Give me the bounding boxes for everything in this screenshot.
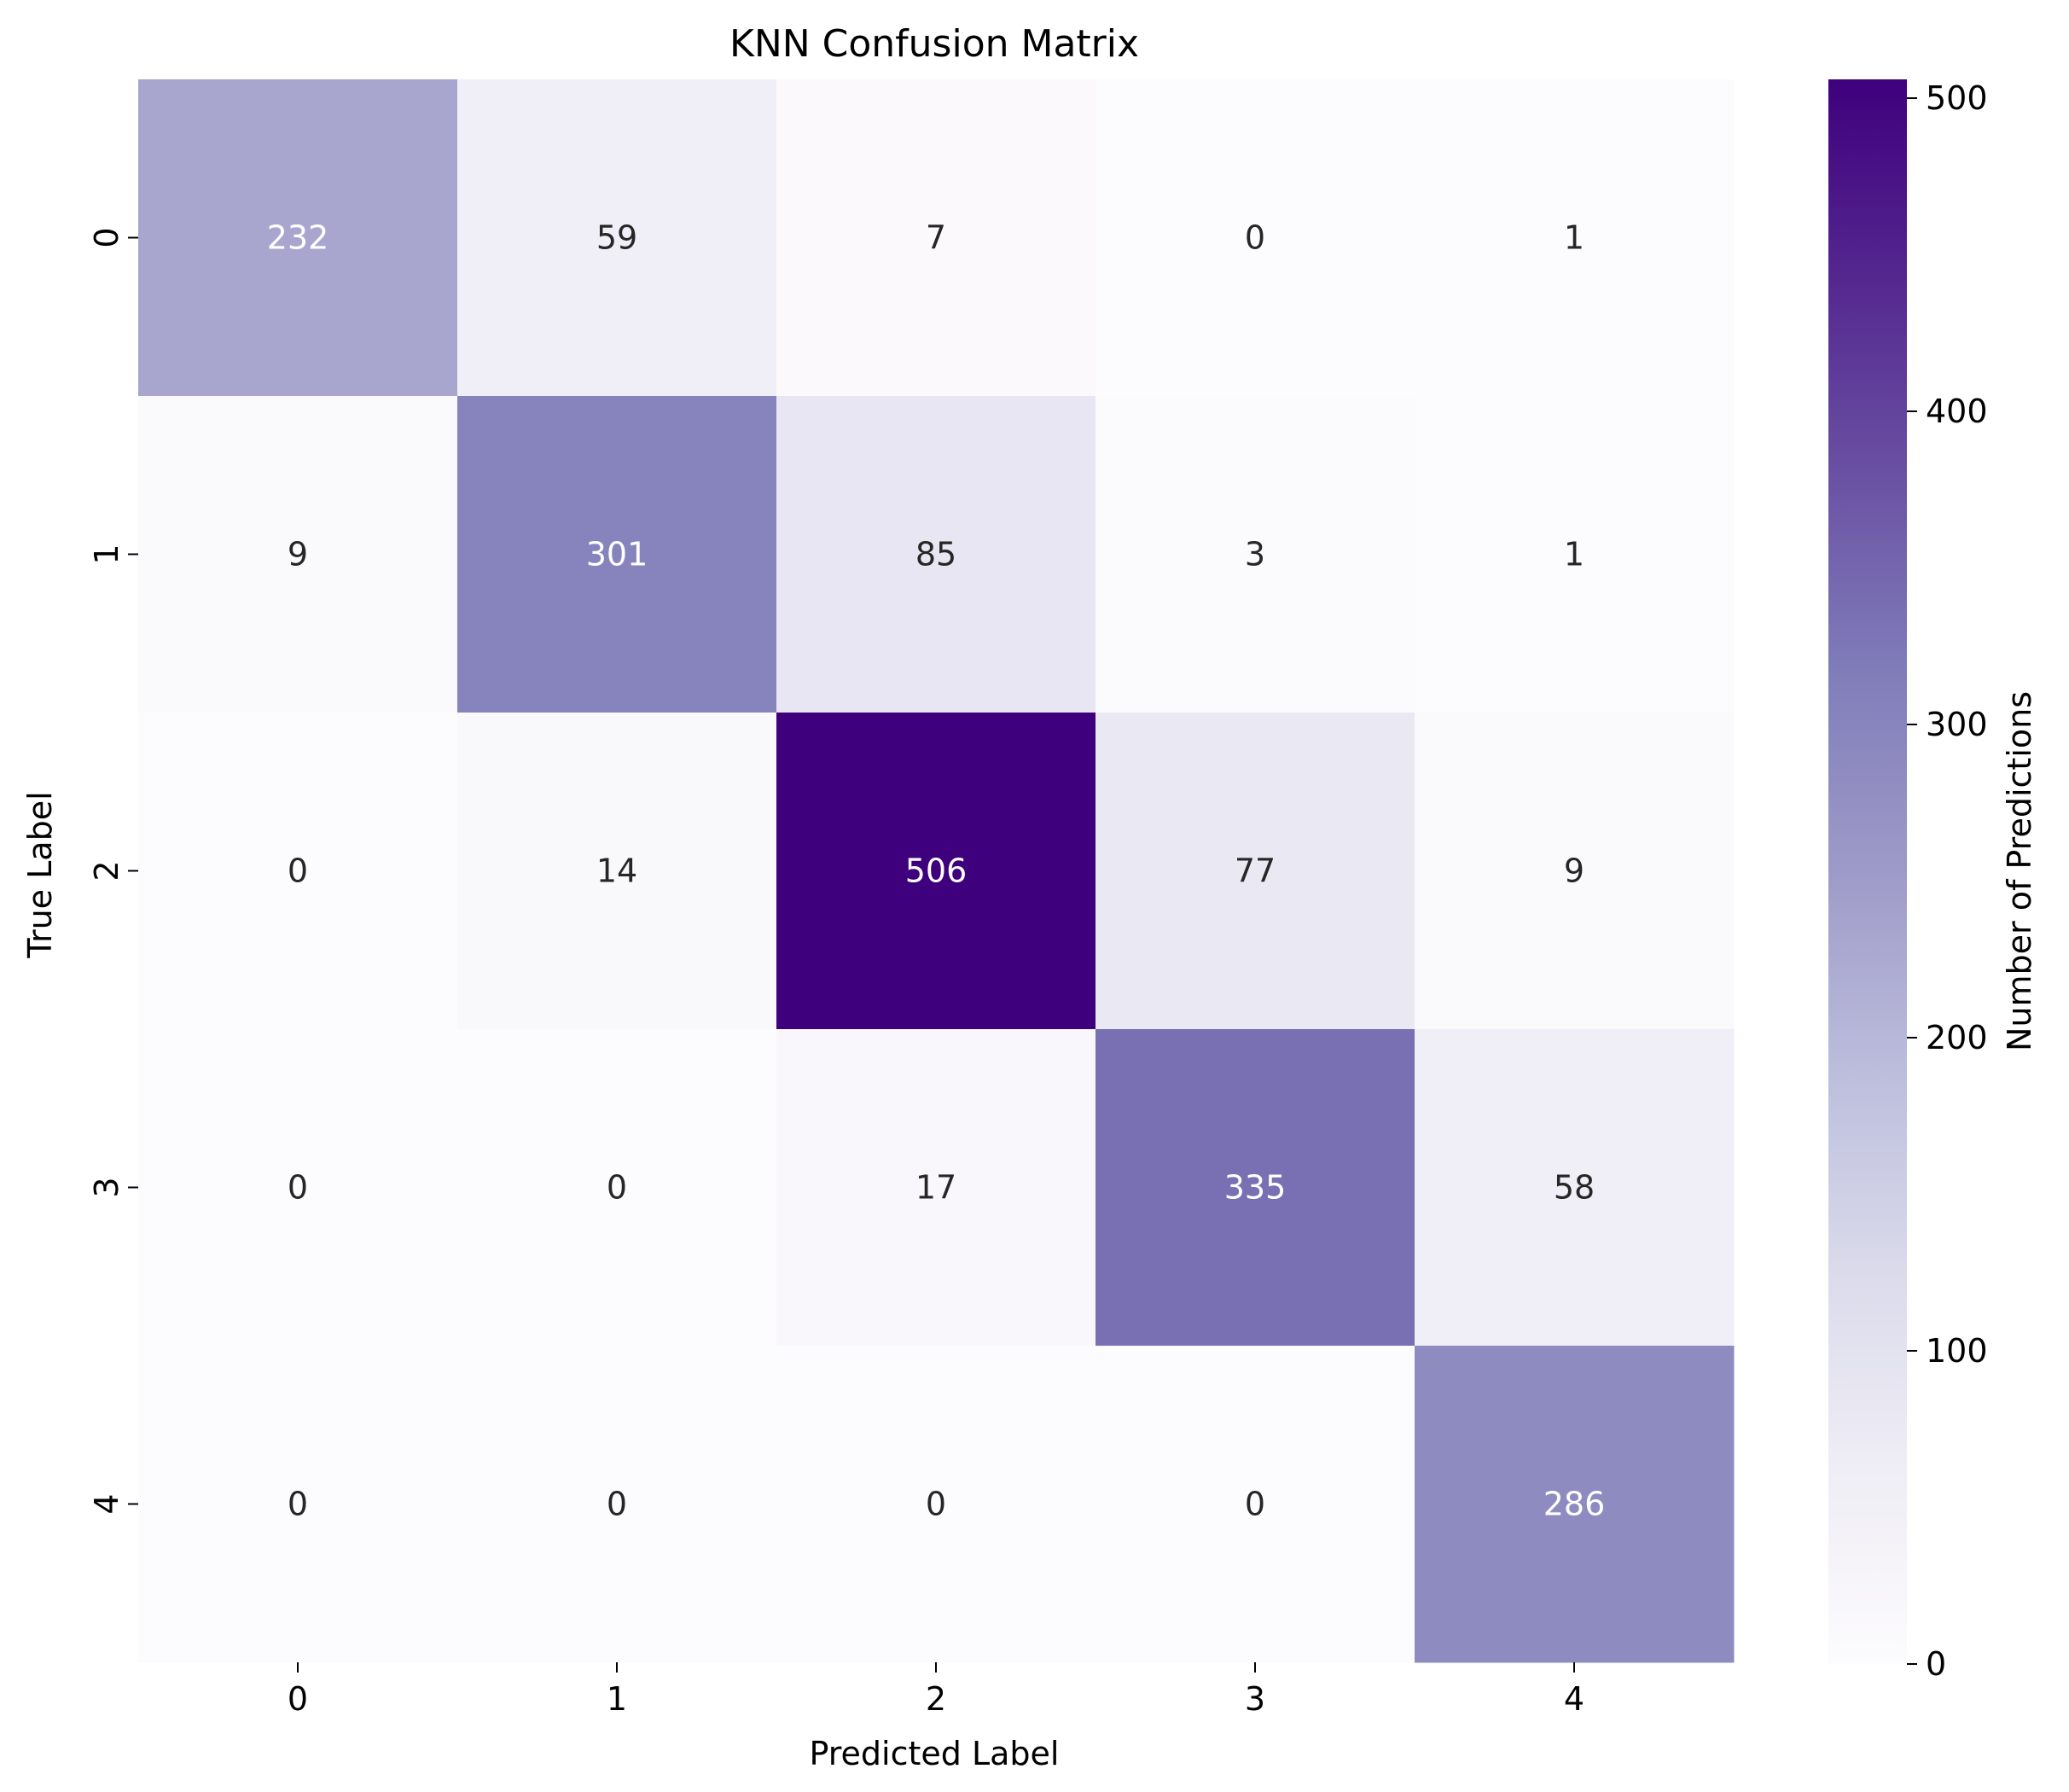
cell-value-label: 14	[596, 852, 637, 890]
heatmap-cell-2-3	[1096, 713, 1415, 1030]
heatmap-cell-0-3	[1096, 79, 1415, 397]
cell-value-label: 85	[915, 536, 956, 573]
cell-value-label: 0	[926, 1486, 946, 1523]
cell-value-label: 58	[1554, 1169, 1595, 1207]
cell-value-label: 0	[288, 1486, 308, 1523]
heatmap-cell-4-1	[457, 1346, 777, 1663]
cell-value-label: 59	[596, 219, 637, 257]
heatmap-cell-4-2	[776, 1346, 1096, 1663]
x-tick-label: 2	[926, 1680, 946, 1718]
heatmap-cell-1-1	[457, 396, 777, 713]
heatmap-cells	[138, 79, 1735, 1663]
cell-value-label: 0	[607, 1169, 627, 1207]
colorbar-tick-label: 400	[1926, 393, 1988, 430]
cell-value-label: 7	[926, 219, 946, 257]
colorbar-tick-label: 500	[1926, 79, 1988, 117]
x-tick-label: 1	[607, 1680, 627, 1718]
heatmap-cell-4-4	[1415, 1346, 1735, 1663]
colorbar	[1828, 79, 1907, 1664]
x-tick-label: 3	[1245, 1680, 1265, 1718]
cell-value-label: 17	[915, 1169, 956, 1207]
heatmap-cell-2-0	[138, 713, 458, 1030]
y-tick-label: 0	[88, 227, 125, 247]
x-tick-label: 0	[288, 1680, 308, 1718]
heatmap-cell-0-0	[138, 79, 458, 397]
heatmap-cell-0-1	[457, 79, 777, 397]
colorbar-tick-label: 300	[1926, 706, 1988, 743]
heatmap-cell-4-0	[138, 1346, 458, 1663]
heatmap-cell-1-2	[776, 396, 1096, 713]
x-tick-label: 4	[1564, 1680, 1584, 1718]
cell-value-label: 1	[1564, 536, 1584, 573]
cell-value-label: 0	[288, 852, 308, 890]
cell-value-label: 335	[1224, 1169, 1287, 1207]
y-tick-label: 1	[88, 544, 125, 564]
heatmap-cell-0-2	[776, 79, 1096, 397]
heatmap-cell-0-4	[1415, 79, 1735, 397]
cell-value-label: 0	[1245, 1486, 1265, 1523]
heatmap-cell-4-3	[1096, 1346, 1415, 1663]
cell-value-label: 9	[1564, 852, 1584, 890]
heatmap-cell-labels: 232 59 7 0 1 9 301 85 3 1 0 14 506 77 9 0 0 17 335 58 0 0 0 0 28…	[267, 219, 1606, 1523]
cell-value-label: 506	[905, 852, 968, 890]
cell-value-label: 0	[1245, 219, 1265, 257]
heatmap-cell-2-4	[1415, 713, 1735, 1030]
heatmap-cell-3-2	[776, 1029, 1096, 1347]
chart-title: KNN Confusion Matrix	[729, 22, 1139, 66]
cell-value-label: 77	[1235, 852, 1276, 890]
cell-value-label: 286	[1543, 1486, 1606, 1523]
colorbar-tick-label: 100	[1926, 1332, 1988, 1370]
heatmap-cell-1-3	[1096, 396, 1415, 713]
heatmap-cell-1-4	[1415, 396, 1735, 713]
x-axis-ticks: 0 1 2 3 4	[288, 1662, 1584, 1718]
colorbar-label: Number of Predictions	[2001, 691, 2038, 1051]
y-axis-ticks: 0 1 2 3 4	[88, 227, 138, 1515]
cell-value-label: 0	[288, 1169, 308, 1207]
y-tick-label: 4	[88, 1493, 125, 1514]
cell-value-label: 1	[1564, 219, 1584, 257]
heatmap-cell-3-3	[1096, 1029, 1415, 1347]
y-tick-label: 3	[88, 1177, 125, 1197]
heatmap-cell-1-0	[138, 396, 458, 713]
heatmap-cell-2-1	[457, 713, 777, 1030]
y-tick-label: 2	[88, 860, 125, 881]
heatmap-cell-3-0	[138, 1029, 458, 1347]
heatmap-cell-2-2	[776, 713, 1096, 1030]
heatmap-cell-3-4	[1415, 1029, 1735, 1347]
cell-value-label: 232	[267, 219, 329, 257]
cell-value-label: 9	[288, 536, 308, 573]
colorbar-ticks: 0 100 200 300 400 500	[1907, 79, 1988, 1683]
colorbar-tick-label: 0	[1926, 1645, 1946, 1683]
cell-value-label: 0	[607, 1486, 627, 1523]
heatmap-cell-3-1	[457, 1029, 777, 1347]
cell-value-label: 301	[586, 536, 648, 573]
x-axis-label: Predicted Label	[810, 1735, 1060, 1772]
cell-value-label: 3	[1245, 536, 1265, 573]
colorbar-tick-label: 200	[1926, 1019, 1988, 1056]
y-axis-label: True Label	[21, 791, 59, 958]
